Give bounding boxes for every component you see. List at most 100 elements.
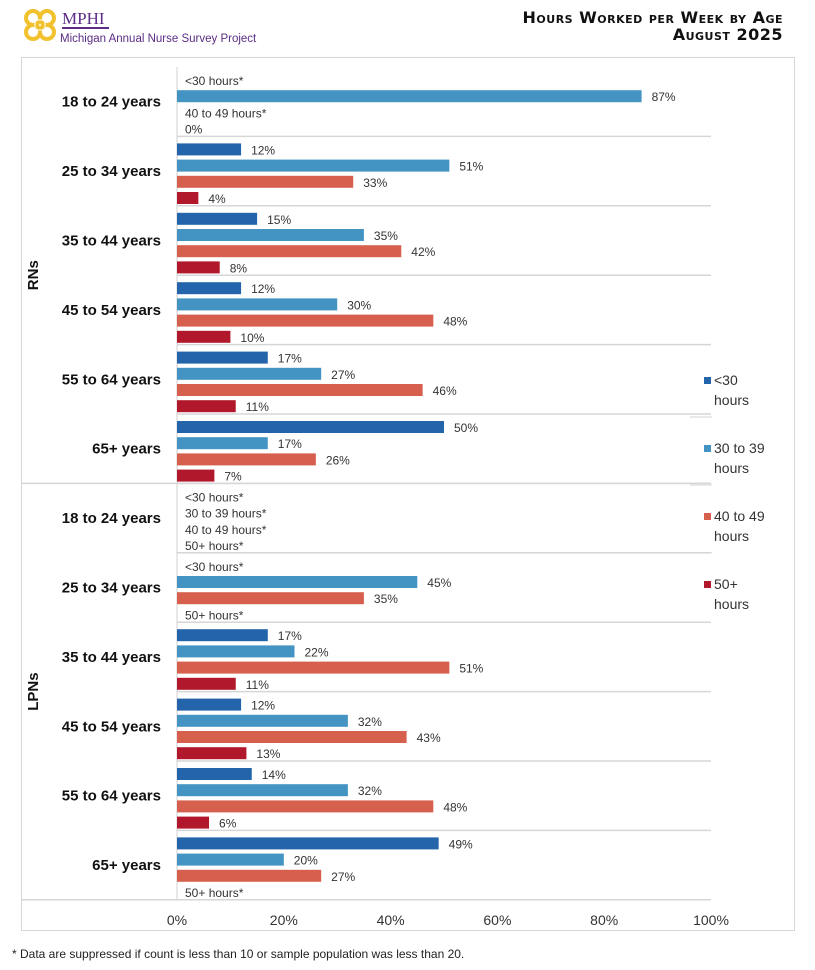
bar bbox=[177, 629, 268, 642]
data-label: 45% bbox=[427, 576, 451, 590]
legend-swatch bbox=[704, 513, 711, 520]
logo-subtitle: Michigan Annual Nurse Survey Project bbox=[60, 33, 257, 45]
category-label: 35 to 44 years bbox=[62, 233, 161, 250]
category-label: 18 to 24 years bbox=[62, 510, 161, 527]
data-label: 50% bbox=[454, 421, 478, 435]
data-label: 11% bbox=[246, 400, 269, 414]
x-tick-label: 100% bbox=[693, 912, 729, 928]
category-label: 45 to 54 years bbox=[62, 302, 161, 319]
data-label: 13% bbox=[256, 747, 280, 761]
data-label: 30% bbox=[347, 298, 371, 312]
x-tick-label: 0% bbox=[167, 912, 187, 928]
bar bbox=[177, 747, 247, 760]
suppressed-note: 50+ hours* bbox=[185, 886, 244, 900]
data-label: 20% bbox=[294, 854, 318, 868]
bar bbox=[177, 853, 284, 866]
bar bbox=[177, 784, 348, 797]
data-label: 8% bbox=[230, 261, 248, 275]
bar bbox=[177, 469, 215, 482]
bar bbox=[177, 298, 338, 311]
data-label: 43% bbox=[417, 731, 441, 745]
legend-swatch bbox=[704, 581, 711, 588]
bar bbox=[177, 314, 434, 327]
category-label: 65+ years bbox=[92, 441, 161, 458]
bar bbox=[177, 367, 322, 380]
suppressed-note: 50+ hours* bbox=[185, 608, 244, 622]
footnote: * Data are suppressed if count is less t… bbox=[12, 947, 465, 961]
bar bbox=[177, 837, 439, 850]
bar bbox=[177, 175, 354, 188]
bar bbox=[177, 714, 348, 727]
data-label: 22% bbox=[304, 645, 328, 659]
legend-label: 50+ bbox=[714, 576, 738, 592]
chart-title-line1: Hours Worked per Week by Age bbox=[522, 8, 783, 27]
data-label: 17% bbox=[278, 629, 302, 643]
data-label: 51% bbox=[459, 662, 483, 676]
bar bbox=[177, 731, 407, 743]
data-label: 17% bbox=[278, 352, 302, 366]
data-label: 35% bbox=[374, 229, 398, 243]
bar bbox=[177, 816, 210, 829]
data-label: 46% bbox=[433, 384, 457, 398]
category-label: 25 to 34 years bbox=[62, 580, 161, 597]
category-label: 18 to 24 years bbox=[62, 94, 161, 111]
suppressed-note: 50+ hours* bbox=[185, 539, 244, 553]
bar bbox=[177, 453, 316, 466]
bar bbox=[177, 661, 450, 674]
category-label: 45 to 54 years bbox=[62, 718, 161, 735]
legend-label: hours bbox=[714, 392, 749, 408]
suppressed-note: 30 to 39 hours* bbox=[185, 507, 267, 521]
legend-label: 40 to 49 bbox=[714, 508, 765, 524]
legend-label: hours bbox=[714, 460, 749, 476]
x-tick-label: 60% bbox=[483, 912, 511, 928]
bar bbox=[177, 212, 258, 225]
bar bbox=[177, 677, 236, 690]
suppressed-note: <30 hours* bbox=[185, 74, 244, 88]
data-label: 87% bbox=[652, 90, 676, 104]
data-label: 12% bbox=[251, 699, 275, 713]
category-label: 65+ years bbox=[92, 857, 161, 874]
data-label: 11% bbox=[246, 678, 269, 692]
data-label: 14% bbox=[262, 768, 286, 782]
category-label: 55 to 64 years bbox=[62, 788, 161, 805]
data-label: 15% bbox=[267, 213, 291, 227]
data-label: 27% bbox=[331, 368, 355, 382]
data-label: 6% bbox=[219, 817, 237, 831]
legend-label: <30 bbox=[714, 372, 738, 388]
mphi-logo: MPHI Michigan Annual Nurse Survey Projec… bbox=[22, 7, 262, 49]
suppressed-note: 40 to 49 hours* bbox=[185, 523, 267, 537]
group-label: LPNs bbox=[25, 672, 42, 710]
group-label: RNs bbox=[25, 260, 42, 290]
data-label: 33% bbox=[363, 176, 387, 190]
bar bbox=[177, 192, 199, 204]
x-tick-label: 80% bbox=[590, 912, 618, 928]
bar bbox=[177, 768, 252, 780]
bar bbox=[177, 400, 236, 413]
x-tick-label: 40% bbox=[377, 912, 405, 928]
category-label: 35 to 44 years bbox=[62, 649, 161, 666]
bar bbox=[177, 90, 642, 103]
chart-title: Hours Worked per Week by Age August 2025 bbox=[523, 9, 783, 43]
category-label: 55 to 64 years bbox=[62, 371, 161, 388]
data-label: 48% bbox=[443, 315, 467, 329]
bar bbox=[177, 143, 242, 156]
bar bbox=[177, 245, 402, 258]
suppressed-note: 40 to 49 hours* bbox=[185, 106, 267, 120]
data-label: 49% bbox=[449, 837, 473, 851]
data-label: 12% bbox=[251, 282, 275, 296]
data-label: 35% bbox=[374, 592, 398, 606]
chart-frame bbox=[21, 57, 795, 931]
data-label: 4% bbox=[208, 192, 226, 206]
bar bbox=[177, 437, 268, 450]
suppressed-note: <30 hours* bbox=[185, 490, 244, 504]
bar bbox=[177, 351, 268, 364]
bar bbox=[177, 869, 322, 882]
data-label: 32% bbox=[358, 784, 382, 798]
data-label: 17% bbox=[278, 437, 302, 451]
logo-title: MPHI bbox=[62, 10, 109, 29]
bar bbox=[177, 159, 450, 172]
bar bbox=[177, 330, 231, 343]
bar bbox=[177, 384, 423, 396]
legend-label: hours bbox=[714, 596, 749, 612]
data-label: 10% bbox=[240, 331, 264, 345]
